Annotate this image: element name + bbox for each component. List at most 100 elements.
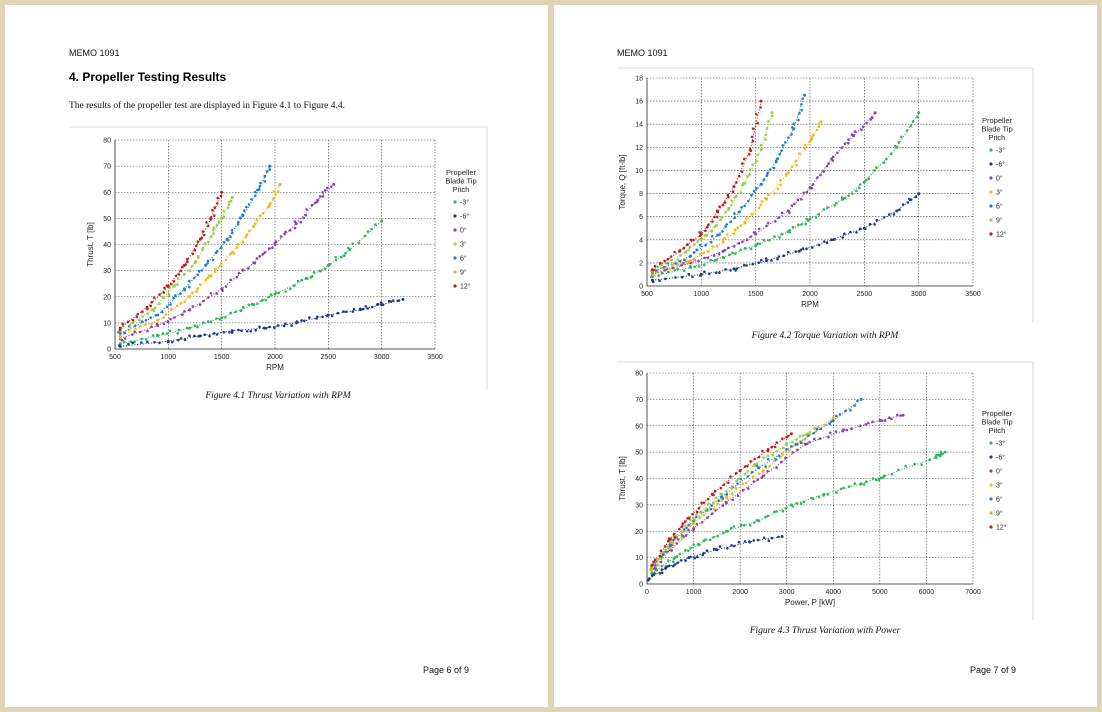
- data-point: [813, 437, 816, 441]
- data-point: [805, 247, 808, 250]
- data-point: [206, 276, 209, 280]
- data-point: [756, 538, 760, 542]
- data-point: [789, 503, 793, 507]
- data-point: [775, 441, 779, 444]
- data-point: [736, 494, 740, 498]
- data-point: [754, 232, 758, 236]
- data-point: [796, 198, 800, 201]
- data-point: [126, 320, 130, 324]
- data-point: [308, 316, 311, 319]
- data-point: [151, 334, 155, 337]
- legend-title: Blade Tip: [981, 125, 1012, 134]
- data-point: [294, 222, 298, 226]
- data-point: [747, 199, 750, 203]
- legend-marker: [989, 176, 993, 180]
- data-point: [756, 153, 759, 157]
- data-point: [207, 224, 210, 228]
- y-tick-label: 30: [103, 268, 111, 275]
- data-point: [708, 272, 711, 276]
- data-point: [659, 560, 663, 564]
- data-point: [179, 292, 182, 295]
- data-point: [229, 235, 232, 239]
- data-point: [662, 266, 666, 269]
- data-point: [730, 486, 733, 490]
- data-point: [786, 209, 790, 213]
- data-point: [844, 409, 847, 413]
- data-point: [225, 237, 229, 241]
- data-point: [795, 164, 798, 167]
- data-point: [775, 157, 779, 161]
- data-point: [202, 299, 205, 303]
- data-point: [136, 312, 140, 316]
- data-point: [172, 296, 175, 300]
- data-point: [224, 285, 228, 288]
- data-point: [790, 133, 793, 136]
- data-point: [734, 471, 738, 475]
- data-point: [727, 246, 730, 250]
- data-point: [698, 243, 702, 247]
- legend-title: Pitch: [989, 426, 1006, 435]
- data-point: [710, 241, 713, 244]
- data-point: [822, 208, 826, 211]
- data-point: [715, 548, 719, 552]
- data-point: [670, 258, 673, 261]
- legend-marker: [989, 497, 993, 501]
- data-point: [847, 194, 850, 197]
- legend-title: Propeller: [982, 409, 1013, 418]
- data-point: [737, 210, 741, 214]
- data-point: [730, 544, 733, 547]
- data-point: [680, 525, 684, 529]
- legend-marker: [989, 469, 993, 473]
- data-point: [336, 311, 340, 315]
- data-point: [897, 141, 900, 144]
- data-point: [177, 328, 181, 332]
- data-point: [213, 270, 217, 274]
- data-point: [255, 218, 258, 222]
- data-point: [782, 254, 786, 257]
- legend-entry: -6°: [996, 161, 1005, 169]
- data-point: [757, 466, 761, 470]
- data-point: [358, 308, 362, 312]
- data-point: [767, 193, 770, 196]
- data-point: [810, 138, 813, 141]
- x-axis-label: Power, P [kW]: [785, 598, 835, 607]
- data-point: [715, 271, 718, 275]
- data-point: [782, 446, 785, 450]
- data-point: [730, 199, 734, 202]
- data-point: [321, 191, 324, 194]
- data-point: [679, 254, 682, 257]
- data-point: [721, 240, 725, 244]
- data-point: [780, 535, 784, 538]
- data-point: [273, 190, 276, 193]
- data-point: [217, 221, 221, 225]
- data-point: [695, 510, 699, 514]
- data-point: [865, 178, 868, 182]
- data-point: [326, 263, 330, 267]
- data-point: [704, 508, 708, 511]
- data-point: [941, 452, 944, 456]
- x-axis-label: RPM: [266, 363, 284, 372]
- y-axis-label: Thrust, T [lb]: [618, 456, 627, 501]
- data-point: [735, 267, 739, 270]
- data-point: [858, 186, 861, 190]
- data-point: [212, 226, 216, 229]
- data-point: [734, 269, 737, 272]
- data-point: [161, 332, 165, 335]
- data-point: [188, 334, 191, 337]
- data-point: [847, 485, 851, 488]
- data-point: [698, 516, 701, 520]
- data-point: [715, 224, 719, 227]
- data-point: [723, 201, 727, 204]
- data-point: [838, 413, 842, 416]
- data-point: [692, 543, 695, 546]
- data-point: [779, 183, 782, 187]
- data-point: [707, 250, 710, 253]
- data-point: [658, 554, 662, 558]
- data-point: [715, 215, 719, 219]
- data-point: [663, 259, 666, 263]
- data-point: [172, 280, 176, 283]
- data-point: [279, 235, 283, 238]
- data-point: [756, 242, 759, 245]
- data-point: [803, 438, 807, 441]
- data-point: [199, 283, 202, 286]
